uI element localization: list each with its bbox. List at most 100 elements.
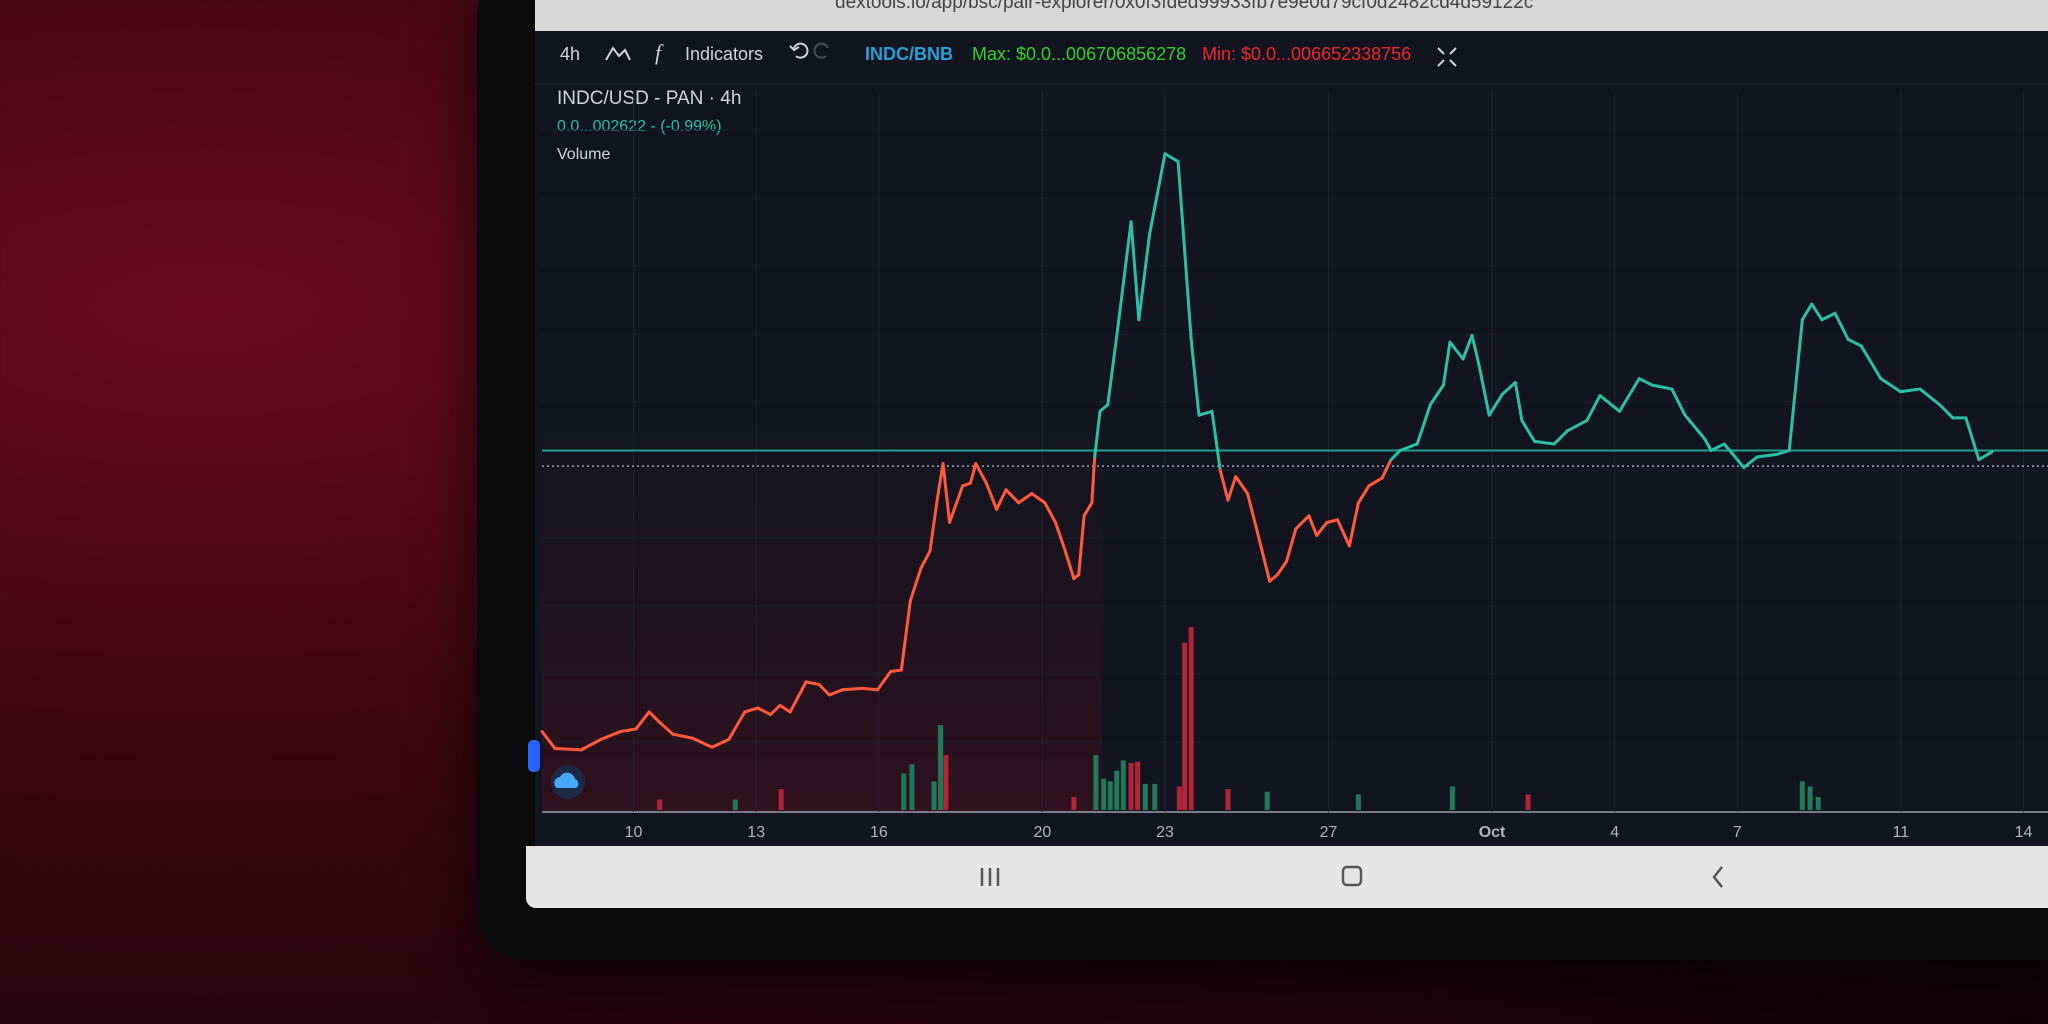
x-tick-label: 27 xyxy=(1320,824,1338,841)
price-line xyxy=(804,680,821,687)
price-line xyxy=(599,730,622,741)
price-line xyxy=(817,683,831,697)
price-line xyxy=(1004,488,1021,505)
price-line xyxy=(1683,413,1707,441)
price-line xyxy=(1618,377,1641,413)
price-line xyxy=(1846,337,1863,348)
volume-bar xyxy=(1815,796,1821,810)
price-line xyxy=(974,462,988,485)
price-line xyxy=(1137,233,1151,322)
price-line xyxy=(1218,468,1230,502)
price-line xyxy=(1389,449,1402,462)
recent-apps-button[interactable] xyxy=(980,868,1000,886)
price-line xyxy=(1307,514,1319,537)
price-line xyxy=(778,703,792,714)
indicators-button[interactable]: Indicators xyxy=(685,44,763,64)
price-line xyxy=(1800,302,1814,322)
chart-type-icon[interactable] xyxy=(605,46,631,61)
redo-button[interactable] xyxy=(813,42,829,59)
price-line xyxy=(756,706,773,717)
price-line xyxy=(540,730,557,751)
volume-bar xyxy=(1264,791,1270,810)
price-line xyxy=(1255,527,1272,583)
price-line xyxy=(1722,442,1746,469)
price-line xyxy=(948,484,965,524)
price-line xyxy=(1500,381,1517,396)
price-line xyxy=(1787,318,1804,452)
pair-button[interactable]: INDC/BNB xyxy=(865,44,953,64)
url-bar[interactable]: dextools.io/app/bsc/pair-explorer/0x0f3f… xyxy=(535,0,2048,31)
volume-bar xyxy=(901,773,907,810)
x-tick-label: 7 xyxy=(1733,824,1742,841)
price-line xyxy=(1428,383,1445,407)
volume-bar xyxy=(1120,760,1126,810)
x-tick-label: 11 xyxy=(1893,824,1910,841)
price-line xyxy=(1398,442,1419,452)
price-line xyxy=(1833,311,1850,341)
price-line xyxy=(1325,518,1340,524)
volume-bar xyxy=(1188,627,1194,810)
price-line xyxy=(1898,387,1922,394)
price-line xyxy=(1294,514,1311,531)
price-line xyxy=(995,488,1008,511)
price-line xyxy=(1163,152,1180,164)
price-line xyxy=(1513,381,1524,422)
volume-bar xyxy=(1182,642,1188,810)
price-line xyxy=(710,737,731,749)
price-line xyxy=(1520,418,1537,443)
price-line xyxy=(928,494,940,553)
x-tick-label: 4 xyxy=(1610,824,1619,841)
price-line xyxy=(860,686,880,692)
price-line xyxy=(671,732,694,740)
interval-button[interactable]: 4h xyxy=(560,44,580,64)
price-line xyxy=(1053,520,1066,551)
price-line xyxy=(1210,409,1222,472)
price-line xyxy=(1879,377,1902,394)
price-line xyxy=(1246,492,1259,531)
volume-bar xyxy=(931,781,937,810)
price-line xyxy=(840,686,864,692)
url[interactable]: dextools.io/app/bsc/pair-explorer/0x0f3f… xyxy=(835,0,1534,13)
volume-bar xyxy=(938,725,944,810)
price-line xyxy=(1533,439,1556,446)
fullscreen-button[interactable] xyxy=(1437,47,1457,67)
price-line xyxy=(1268,573,1279,583)
volume-bar xyxy=(1799,781,1805,810)
x-tick-label: 13 xyxy=(747,824,765,841)
price-line xyxy=(634,710,651,731)
price-line xyxy=(743,706,760,714)
x-tick-label: 23 xyxy=(1156,824,1174,841)
price-line xyxy=(727,710,747,741)
price-line xyxy=(1598,394,1622,413)
side-tab[interactable] xyxy=(528,740,540,772)
price-line xyxy=(1415,403,1432,446)
nav-icons xyxy=(980,865,1723,888)
price-line xyxy=(1775,449,1791,456)
volume-bar xyxy=(1128,762,1134,810)
home-button[interactable] xyxy=(1341,865,1363,887)
price-line xyxy=(1356,484,1371,505)
price-line xyxy=(889,668,903,673)
volume-bar xyxy=(943,755,949,810)
price-line xyxy=(1367,476,1384,488)
price-line xyxy=(1859,344,1883,381)
price-line xyxy=(553,747,583,752)
volume-bar xyxy=(1114,770,1120,810)
price-line xyxy=(1106,324,1120,407)
undo-button[interactable] xyxy=(789,42,809,59)
price-line xyxy=(1082,501,1094,518)
price-line xyxy=(788,680,808,714)
x-tick-label: 20 xyxy=(1033,824,1051,841)
back-button[interactable] xyxy=(1712,866,1723,888)
price-line xyxy=(968,462,978,485)
volume-bar xyxy=(1152,783,1158,810)
indicators-icon[interactable]: f xyxy=(655,40,664,65)
price-line xyxy=(1090,455,1097,505)
price-line xyxy=(1030,492,1047,505)
price-line xyxy=(1964,416,1981,462)
x-tick-label: 10 xyxy=(625,824,643,841)
price-line xyxy=(1670,387,1687,417)
price-line xyxy=(1093,409,1102,459)
price-label: 0.0...002622 - (-0.99%) xyxy=(557,118,722,135)
